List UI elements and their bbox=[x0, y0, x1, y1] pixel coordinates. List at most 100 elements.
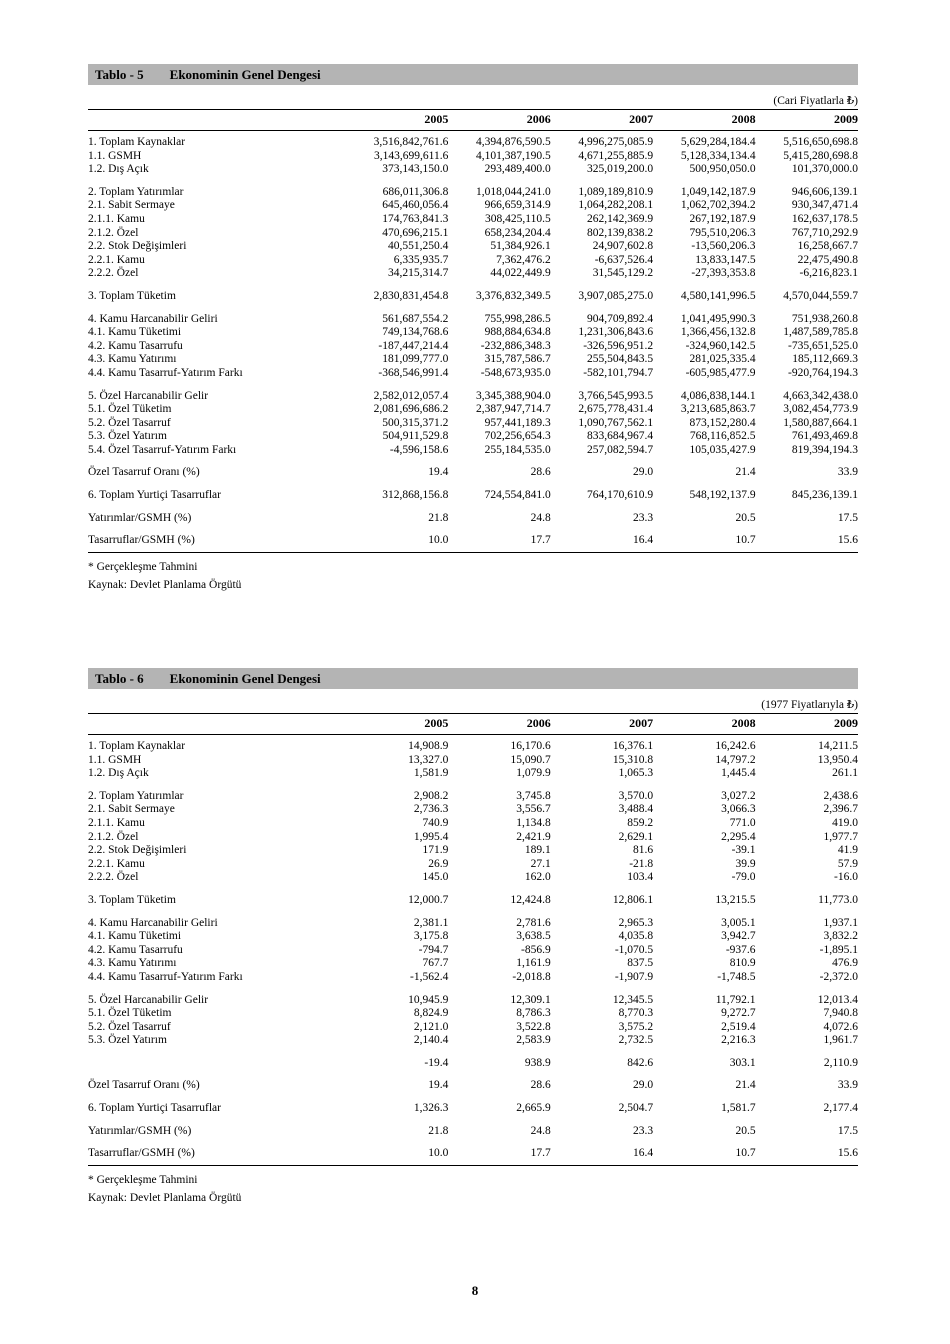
table-row: 5. Özel Harcanabilir Gelir 10,945.9 12,309… bbox=[88, 985, 858, 1008]
row-label: 4. Kamu Harcanabilir Geliri bbox=[88, 916, 218, 929]
table-row: 6. Toplam Yurtiçi Tasarruflar 312,868,156… bbox=[88, 480, 858, 503]
cell-value: 795,510,206.3 bbox=[689, 226, 756, 239]
cell-value: 5,516,650,698.8 bbox=[783, 136, 858, 148]
cell-value: 749,134,768.6 bbox=[382, 326, 449, 339]
footnote-estimate: * Gerçekleşme Tahmini bbox=[88, 1173, 198, 1186]
row-label: 5.2. Özel Tasarruf bbox=[88, 1020, 171, 1033]
cell-value: -19.4 bbox=[424, 1056, 449, 1069]
table-row: Tasarruflar/GSMH (%) 10.0 17.7 16.4 10.7 15.6 bbox=[88, 1138, 858, 1166]
cell-value: 373,143,150.0 bbox=[382, 163, 449, 176]
table-5-title: Ekonominin Genel Dengesi bbox=[169, 66, 321, 82]
cell-value: 1,326.3 bbox=[413, 1102, 449, 1115]
cell-value: -1,562.4 bbox=[410, 970, 449, 983]
cell-value: -582,101,794.7 bbox=[583, 366, 654, 379]
row-label: 4.4. Kamu Tasarruf-Yatırım Farkı bbox=[88, 970, 243, 983]
table-row: 4.3. Kamu Yatırımı 181,099,777.0 315,787,5… bbox=[88, 353, 858, 367]
cell-value: 4,394,876,590.5 bbox=[476, 136, 551, 148]
cell-value: -2,018.8 bbox=[512, 970, 551, 983]
cell-value: 4,570,044,559.7 bbox=[783, 289, 858, 302]
cell-value: 3,066.3 bbox=[721, 803, 756, 816]
cell-value: 24.8 bbox=[530, 1124, 551, 1137]
cell-value: 3,082,454,773.9 bbox=[783, 403, 858, 416]
cell-value: 548,192,137.9 bbox=[689, 489, 756, 502]
table-row: 4.2. Kamu Tasarrufu -187,447,214.4 -232,88… bbox=[88, 340, 858, 354]
cell-value: -605,985,477.9 bbox=[685, 366, 756, 379]
cell-value: 419.0 bbox=[832, 816, 858, 829]
cell-value: -4,596,158.6 bbox=[389, 443, 449, 456]
cell-value: 2,830,831,454.8 bbox=[373, 289, 449, 302]
cell-value: 11,773.0 bbox=[818, 893, 858, 906]
cell-value: -794.7 bbox=[418, 943, 449, 956]
cell-value: 5,629,284,184.4 bbox=[680, 136, 756, 148]
cell-value: 16.4 bbox=[550, 1138, 654, 1166]
row-label: 5.3. Özel Yatırım bbox=[88, 1034, 167, 1047]
table-row: 4.4. Kamu Tasarruf-Yatırım Farkı -368,546… bbox=[88, 367, 858, 381]
table-5-unit-note: (Cari Fiyatlarla ₺) bbox=[773, 95, 858, 107]
cell-value: 3,766,545,993.5 bbox=[578, 389, 654, 402]
cell-value: 4,035.8 bbox=[618, 930, 654, 943]
table-row: 5.1. Özel Tüketim 2,081,696,686.2 2,387,94… bbox=[88, 403, 858, 417]
cell-value: 12,000.7 bbox=[408, 893, 449, 906]
cell-value: 767.7 bbox=[422, 957, 449, 970]
cell-value: 26.9 bbox=[428, 857, 449, 870]
row-label: 2.1. Sabit Sermaye bbox=[88, 199, 175, 212]
cell-value: -187,447,214.4 bbox=[378, 339, 449, 352]
cell-value: 3,005.1 bbox=[721, 916, 756, 929]
cell-value: 5,415,280,698.8 bbox=[783, 149, 858, 162]
cell-value: 1,581.9 bbox=[413, 767, 449, 780]
year-header: 2006 bbox=[448, 109, 551, 131]
cell-value: 768,116,852.5 bbox=[689, 430, 756, 443]
cell-value: 4,580,141,996.5 bbox=[680, 289, 756, 302]
cell-value: 1,487,589,785.8 bbox=[783, 326, 858, 339]
cell-value: 8,770.3 bbox=[618, 1007, 654, 1020]
year-header: 2005 bbox=[345, 713, 449, 735]
row-label: 2.1.2. Özel bbox=[88, 830, 139, 843]
table-row: -19.4 938.9 842.6 303.1 2,110.9 bbox=[88, 1048, 858, 1071]
cell-value: -920,764,194.3 bbox=[788, 366, 858, 379]
cell-value: 255,504,843.5 bbox=[587, 353, 654, 366]
row-label: 4.1. Kamu Tüketimi bbox=[88, 326, 182, 339]
table-row: 2.2. Stok Değişimleri 40,551,250.4 51,384,… bbox=[88, 240, 858, 254]
row-label: Yatırımlar/GSMH (%) bbox=[88, 1124, 192, 1137]
cell-value: 470,696,215.1 bbox=[382, 226, 449, 239]
cell-value: 3,175.8 bbox=[413, 930, 449, 943]
cell-value: -937.6 bbox=[725, 943, 756, 956]
table-row: 2.1. Sabit Sermaye 645,460,056.4 966,659,3… bbox=[88, 199, 858, 213]
row-label: 2.2.2. Özel bbox=[88, 267, 139, 280]
cell-value: 13,327.0 bbox=[408, 753, 449, 766]
cell-value: 16,242.6 bbox=[715, 740, 756, 752]
footnote-source: Kaynak: Devlet Planlama Örgütü bbox=[88, 578, 242, 591]
table-6-unit-note: (1977 Fiyatlarıyla ₺) bbox=[761, 699, 858, 711]
year-header: 2007 bbox=[550, 713, 654, 735]
cell-value: 3,638.5 bbox=[516, 930, 551, 943]
cell-value: 281,025,335.4 bbox=[689, 353, 756, 366]
cell-value: 10,945.9 bbox=[408, 993, 449, 1006]
cell-value: 162,637,178.5 bbox=[791, 212, 858, 225]
table-row: 1.2. Dış Açık 373,143,150.0 293,489,400.0 3… bbox=[88, 163, 858, 177]
cell-value: 1,041,495,990.3 bbox=[680, 312, 756, 325]
year-header-row: 2005 2006 2007 2008 2009 bbox=[88, 109, 858, 131]
cell-value: 802,139,838.2 bbox=[587, 226, 654, 239]
footnote-source: Kaynak: Devlet Planlama Örgütü bbox=[88, 1191, 242, 1204]
table-row: 2. Toplam Yatırımlar 686,011,306.8 1,018,0… bbox=[88, 177, 858, 200]
row-label: 6. Toplam Yurtiçi Tasarruflar bbox=[88, 489, 221, 502]
row-label: Özel Tasarruf Oranı (%) bbox=[88, 466, 200, 479]
cell-value: -735,651,525.0 bbox=[788, 339, 858, 352]
cell-value: 293,489,400.0 bbox=[484, 163, 551, 176]
row-label: Tasarruflar/GSMH (%) bbox=[88, 525, 346, 553]
cell-value: 1,090,767,562.1 bbox=[578, 416, 654, 429]
cell-value: 40,551,250.4 bbox=[387, 240, 449, 253]
cell-value: 842.6 bbox=[627, 1056, 654, 1069]
table-row: 1.1. GSMH 3,143,699,611.6 4,101,387,190.5 4… bbox=[88, 150, 858, 164]
cell-value: 12,345.5 bbox=[612, 993, 654, 1006]
cell-value: 3,942.7 bbox=[721, 930, 756, 943]
cell-value: 7,940.8 bbox=[823, 1007, 859, 1020]
row-label: 2.1. Sabit Sermaye bbox=[88, 803, 175, 816]
cell-value: -6,637,526.4 bbox=[594, 253, 654, 266]
cell-value: 1,161.9 bbox=[516, 957, 551, 970]
cell-value: -1,070.5 bbox=[614, 943, 654, 956]
cell-value: 966,659,314.9 bbox=[484, 199, 551, 212]
cell-value: -13,560,206.3 bbox=[691, 240, 756, 253]
year-header: 2008 bbox=[653, 713, 756, 735]
